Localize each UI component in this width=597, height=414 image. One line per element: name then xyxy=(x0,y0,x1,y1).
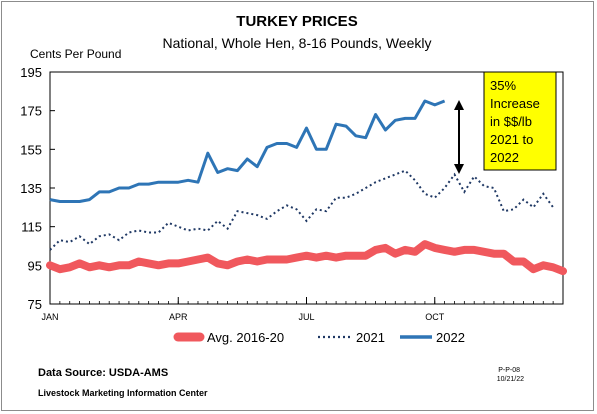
y-tick-label: 155 xyxy=(20,142,42,157)
y-tick-label: 135 xyxy=(20,181,42,196)
series-lines xyxy=(46,99,567,276)
annotation-text-line: 35% xyxy=(490,78,516,93)
y-tick-label: 195 xyxy=(20,65,42,80)
y-tick-label: 95 xyxy=(28,258,42,273)
x-axis: JAN APR JUL OCT xyxy=(41,297,564,322)
y-axis-label: Cents Per Pound xyxy=(30,47,121,61)
organization-name: Livestock Marketing Information Center xyxy=(38,388,208,398)
legend-label-2021: 2021 xyxy=(356,330,385,345)
annotation-box xyxy=(483,71,557,171)
annotation-text-line: 2022 xyxy=(490,150,519,165)
x-tick-label: JAN xyxy=(41,312,58,322)
x-tick-label: JUL xyxy=(298,312,314,322)
series-line-2022 xyxy=(49,99,446,203)
legend: Avg. 2016-20 2021 2022 xyxy=(173,330,465,345)
arrow-head-up xyxy=(454,100,464,110)
annotation-text-line: in $$/lb xyxy=(490,114,532,129)
x-tick-label: OCT xyxy=(425,312,445,322)
y-tick-label: 175 xyxy=(20,104,42,119)
chart-date: 10/21/22 xyxy=(497,376,524,383)
series-line-avg-2016-20 xyxy=(46,240,567,276)
legend-label-avg: Avg. 2016-20 xyxy=(207,330,284,345)
annotation: 35% Increase in $$/lb 2021 to 2022 xyxy=(454,71,557,174)
chart-code: P-P-08 xyxy=(498,367,520,374)
data-source: Data Source: USDA-AMS xyxy=(38,367,168,379)
chart-title: TURKEY PRICES xyxy=(236,13,357,30)
arrow-head-down xyxy=(454,164,464,174)
chart-subtitle: National, Whole Hen, 8-16 Pounds, Weekly xyxy=(163,35,432,51)
annotation-text-line: 2021 to xyxy=(490,132,533,147)
annotation-text-line: Increase xyxy=(490,96,540,111)
legend-label-2022: 2022 xyxy=(436,330,465,345)
series-line-2021 xyxy=(49,169,554,251)
y-axis: 75 95 115 135 155 175 195 xyxy=(20,65,55,312)
y-tick-label: 115 xyxy=(21,220,42,235)
y-tick-label: 75 xyxy=(28,297,42,312)
x-tick-label: APR xyxy=(169,312,188,322)
